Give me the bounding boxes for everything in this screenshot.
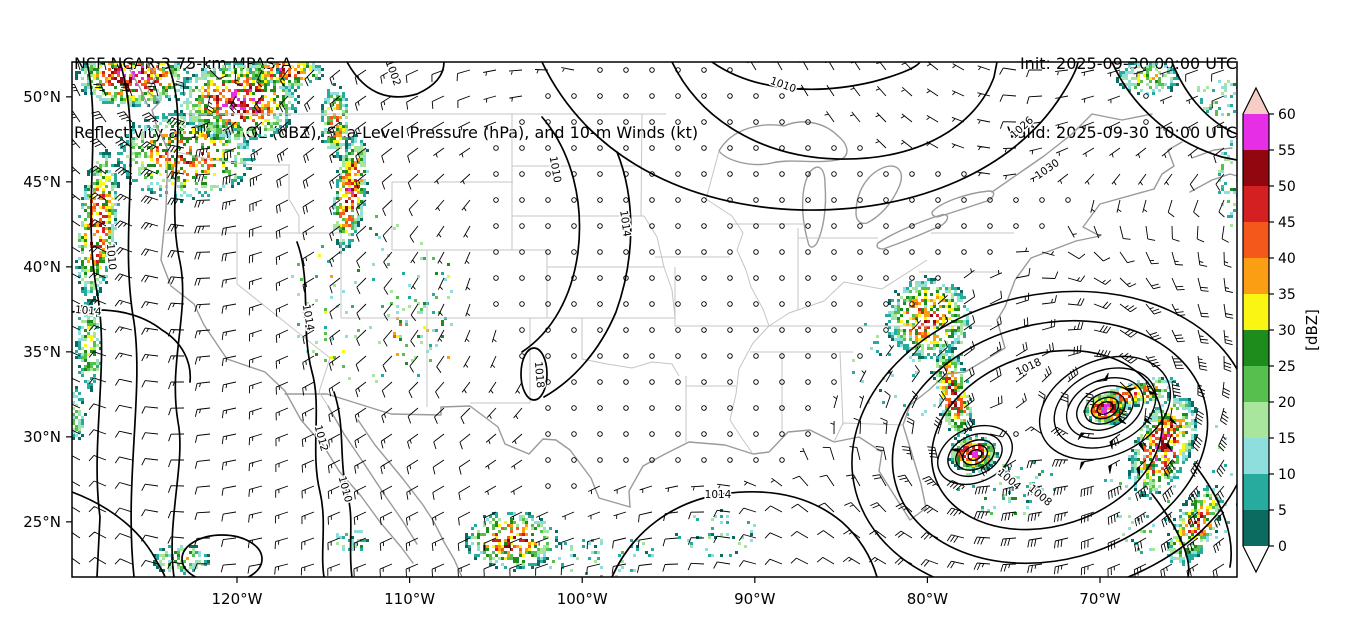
svg-text:0: 0 xyxy=(1278,539,1287,555)
svg-text:30°N: 30°N xyxy=(23,428,61,446)
maine-coast xyxy=(1153,141,1183,190)
svg-text:1010: 1010 xyxy=(336,475,355,504)
svg-text:120°W: 120°W xyxy=(212,590,263,608)
svg-text:1014: 1014 xyxy=(617,210,633,238)
bay-of-fundy xyxy=(1191,147,1233,159)
svg-text:40°N: 40°N xyxy=(23,258,61,276)
svg-text:110°W: 110°W xyxy=(384,590,435,608)
svg-text:1012: 1012 xyxy=(312,424,331,453)
cyclone-isobar-rings xyxy=(851,290,1237,577)
lake-erie xyxy=(876,213,949,250)
svg-text:1026: 1026 xyxy=(1008,114,1036,141)
svg-text:1014: 1014 xyxy=(300,303,317,332)
svg-text:45°N: 45°N xyxy=(23,173,61,191)
map-frame xyxy=(71,61,1238,578)
lake-superior xyxy=(718,121,848,166)
reflectivity-layer xyxy=(72,62,1237,577)
svg-text:45: 45 xyxy=(1278,215,1296,231)
svg-text:25°N: 25°N xyxy=(23,513,61,531)
svg-text:1010: 1010 xyxy=(104,243,118,271)
svg-text:25: 25 xyxy=(1278,359,1296,375)
slp-contour-layer xyxy=(72,62,1237,577)
svg-text:1014: 1014 xyxy=(74,304,102,318)
lake-ontario xyxy=(931,190,995,218)
pacific-coast xyxy=(145,62,414,564)
nova-scotia xyxy=(1189,173,1237,193)
svg-text:90°W: 90°W xyxy=(734,590,776,608)
coastline-borders xyxy=(129,62,1237,577)
svg-text:1010: 1010 xyxy=(768,75,797,95)
rio-grande-border xyxy=(284,393,631,508)
svg-text:5: 5 xyxy=(1278,503,1287,519)
svg-text:10: 10 xyxy=(1278,467,1296,483)
colorbar: 0 5 10 15 20 25 30 35 40 45 50 55 60 [dBZ] xyxy=(1242,86,1321,574)
vancouver-island xyxy=(129,69,149,107)
svg-text:20: 20 xyxy=(1278,395,1296,411)
svg-text:60: 60 xyxy=(1278,107,1296,123)
svg-text:80°W: 80°W xyxy=(907,590,949,608)
lake-huron xyxy=(855,165,903,225)
wind-barb-layer xyxy=(72,62,1234,577)
svg-text:30: 30 xyxy=(1278,323,1296,339)
atlantic-gulf-coast xyxy=(628,188,1155,521)
svg-text:35°N: 35°N xyxy=(23,343,61,361)
lake-michigan xyxy=(801,166,827,248)
svg-text:100°W: 100°W xyxy=(557,590,608,608)
st-lawrence xyxy=(991,113,1153,193)
svg-text:1018: 1018 xyxy=(532,361,546,389)
svg-text:[dBZ]: [dBZ] xyxy=(1303,309,1321,351)
svg-text:55: 55 xyxy=(1278,143,1296,159)
svg-text:50: 50 xyxy=(1278,179,1296,195)
svg-text:15: 15 xyxy=(1278,431,1296,447)
svg-text:35: 35 xyxy=(1278,287,1296,303)
svg-text:1010: 1010 xyxy=(547,155,563,183)
svg-text:1014: 1014 xyxy=(705,489,732,501)
longitude-axis: 120°W 110°W 100°W 90°W 80°W 70°W xyxy=(212,577,1121,608)
svg-text:50°N: 50°N xyxy=(23,88,61,106)
latitude-axis: 50°N 45°N 40°N 35°N 30°N 25°N xyxy=(23,88,72,531)
svg-text:70°W: 70°W xyxy=(1079,590,1121,608)
svg-text:40: 40 xyxy=(1278,251,1296,267)
gulf-of-california-east xyxy=(357,419,463,577)
